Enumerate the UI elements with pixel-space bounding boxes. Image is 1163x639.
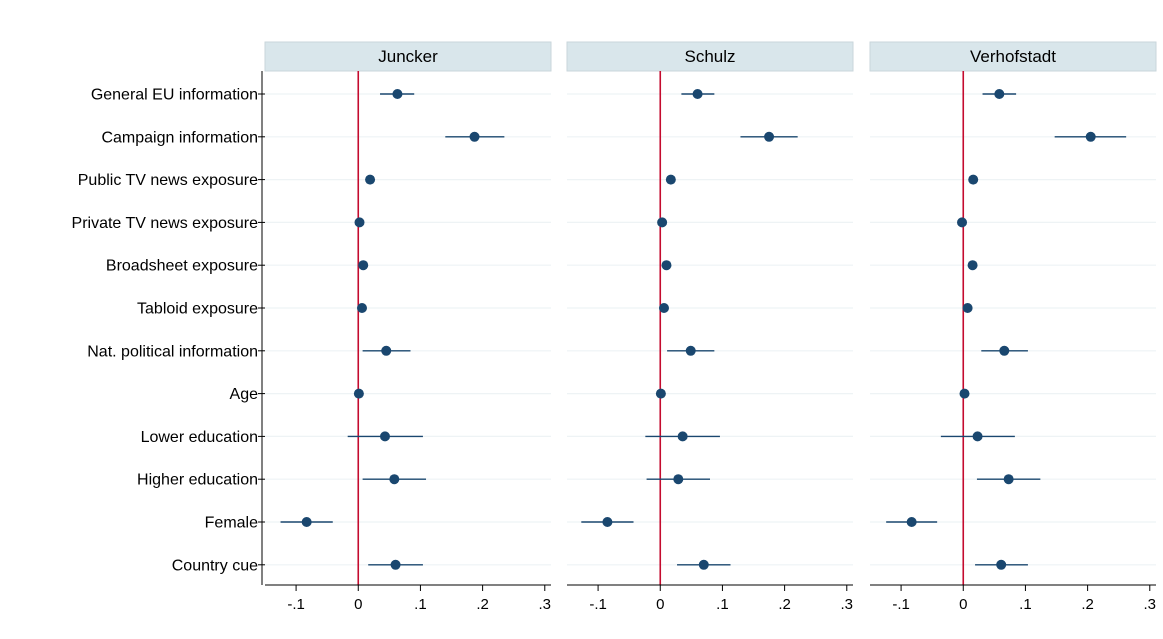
coefficient-point — [764, 131, 775, 142]
coefficient-point — [957, 217, 968, 228]
coefficient-point — [353, 388, 364, 399]
coefficient-point — [972, 431, 983, 442]
coefficient-point — [381, 345, 392, 356]
coefficient-point — [358, 260, 369, 271]
coefficient-point — [301, 517, 312, 527]
coefficient-point — [354, 217, 365, 228]
coefficient-point — [356, 303, 367, 313]
x-tick-label: 0 — [959, 596, 967, 613]
x-tick-label: -.1 — [589, 596, 607, 613]
category-label: Tabloid exposure — [137, 301, 258, 318]
coefficient-point — [1085, 131, 1096, 142]
coefficient-point — [994, 89, 1005, 99]
coefficient-point — [967, 260, 978, 271]
category-label: Campaign information — [101, 129, 258, 146]
coefficient-point — [657, 217, 668, 228]
x-tick-label: .3 — [841, 596, 854, 613]
panel-strip — [869, 41, 1157, 72]
x-tick-label: .1 — [716, 596, 729, 613]
category-label: Broadsheet exposure — [106, 258, 258, 275]
x-tick-label: 0 — [656, 596, 664, 613]
category-label: General EU information — [91, 87, 258, 104]
category-label: Nat. political information — [87, 343, 258, 360]
coefficient-point — [698, 559, 709, 570]
panel-title: Verhofstadt — [970, 47, 1056, 66]
coefficient-point — [389, 474, 400, 485]
category-label: Female — [205, 515, 258, 532]
x-tick-label: -.1 — [892, 596, 910, 613]
coefficient-point — [469, 131, 480, 142]
category-label: Public TV news exposure — [78, 172, 258, 189]
coefficient-point — [906, 517, 917, 527]
category-label: Private TV news exposure — [72, 215, 259, 232]
x-tick-label: .3 — [539, 596, 552, 613]
coefficient-point — [968, 174, 979, 185]
coefficient-point — [365, 174, 376, 185]
x-tick-label: .2 — [778, 596, 791, 613]
coefficient-point — [673, 474, 684, 485]
x-tick-label: .1 — [414, 596, 427, 613]
coefficient-point — [379, 431, 390, 442]
coefficient-point — [999, 345, 1010, 356]
coefficient-point — [692, 89, 703, 99]
category-label: Higher education — [137, 472, 258, 489]
coefficient-point — [996, 559, 1007, 570]
coefficient-point — [1003, 474, 1014, 485]
coefficient-point — [959, 388, 970, 399]
coefficient-point — [655, 388, 666, 399]
category-label: Age — [230, 386, 259, 403]
panel-strip — [566, 41, 854, 72]
coefficient-point — [661, 260, 672, 271]
coefficient-point — [658, 303, 669, 313]
x-tick-label: .3 — [1144, 596, 1157, 613]
panel-title: Juncker — [378, 47, 438, 66]
coefficient-point — [665, 174, 676, 185]
coefficient-point — [602, 517, 613, 527]
coefficient-point — [390, 559, 401, 570]
x-tick-label: .1 — [1019, 596, 1032, 613]
x-tick-label: .2 — [476, 596, 489, 613]
coefficient-point — [677, 431, 688, 442]
x-tick-label: -.1 — [287, 596, 305, 613]
coefficient-point — [685, 345, 696, 356]
coefficient-point — [962, 303, 973, 313]
coefficient-point — [392, 89, 403, 99]
x-tick-label: .2 — [1081, 596, 1094, 613]
panel-title: Schulz — [684, 47, 735, 66]
x-tick-label: 0 — [354, 596, 362, 613]
category-label: Country cue — [172, 557, 258, 574]
category-label: Lower education — [141, 429, 258, 446]
panel-strip — [264, 41, 552, 72]
